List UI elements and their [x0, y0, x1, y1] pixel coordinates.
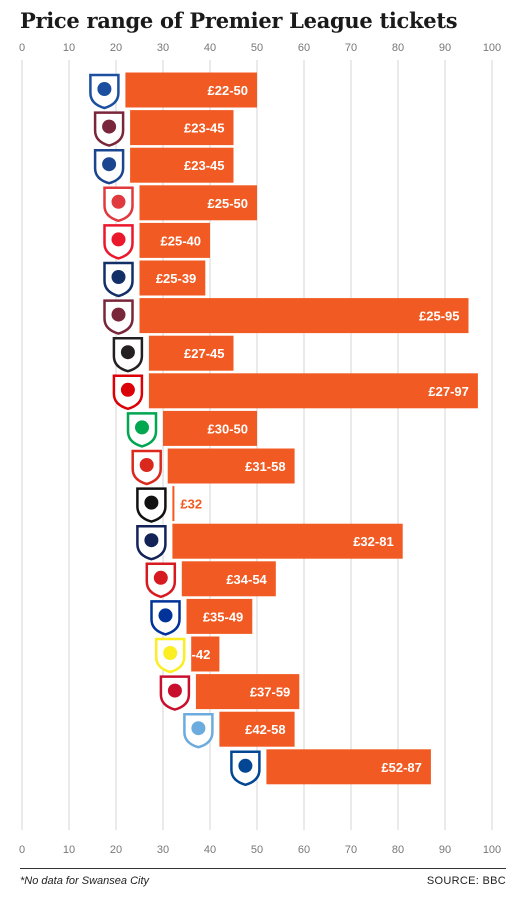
x-tick-label: 40 — [204, 42, 216, 54]
stoke-city-crest-icon — [103, 186, 134, 223]
price-range-bar — [172, 523, 403, 559]
price-range-bar — [163, 410, 257, 446]
watford-crest-icon — [154, 637, 186, 674]
x-tick-label: 20 — [110, 42, 122, 54]
bar-series: £22-50 £23-45 £23-45 £25-50 £25-40 £25-39 £25-… — [125, 72, 478, 785]
price-range-bar — [191, 636, 220, 672]
price-range-bar — [266, 749, 431, 785]
bar-value-label: £25-39 — [156, 271, 196, 286]
x-tick-label: 40 — [204, 844, 216, 856]
x-tick-label: 50 — [251, 844, 263, 856]
bar-value-label: £25-40 — [161, 233, 201, 248]
price-range-bar — [172, 486, 175, 522]
price-range-bar — [139, 298, 469, 334]
x-tick-label: 60 — [298, 844, 310, 856]
aston-villa-crest-icon — [93, 111, 125, 147]
source-credit: SOURCE: BBC — [426, 875, 506, 887]
arsenal-crest-icon — [112, 374, 144, 411]
southampton-crest-icon — [145, 562, 177, 599]
x-tick-label: 30 — [157, 42, 169, 54]
bournemouth-crest-icon — [136, 487, 167, 523]
bar-value-label: £31-58 — [245, 459, 285, 474]
price-range-bar — [130, 147, 234, 183]
bar-value-label: £23-45 — [184, 158, 224, 173]
x-tick-label: 0 — [19, 844, 25, 856]
bar-value-label: £22-50 — [208, 83, 248, 98]
sunderland-crest-icon — [103, 224, 134, 260]
bar-value-label: £42-58 — [245, 722, 285, 737]
price-range-bar — [186, 598, 253, 634]
liverpool-crest-icon — [159, 675, 191, 711]
price-range-bar — [167, 448, 295, 484]
bar-value-label: £34-54 — [226, 572, 267, 587]
norwich-city-crest-icon — [126, 412, 158, 448]
bar-value-label: £52-87 — [381, 760, 421, 775]
x-tick-label: 20 — [110, 844, 122, 856]
x-tick-label: 70 — [345, 844, 357, 856]
x-tick-label: 80 — [392, 844, 404, 856]
manchester-united-crest-icon — [131, 449, 162, 486]
bar-value-label: £35-49 — [203, 609, 243, 624]
west-bromwich-albion-crest-icon — [103, 261, 134, 298]
x-tick-label: 80 — [392, 42, 404, 54]
everton-crest-icon — [150, 600, 181, 636]
x-tick-label: 100 — [483, 844, 501, 856]
x-axis-bottom: 0 10 20 30 40 50 60 70 80 90 100 — [19, 844, 501, 856]
x-tick-label: 50 — [251, 42, 263, 54]
x-tick-label: 100 — [483, 42, 501, 54]
x-tick-label: 90 — [439, 42, 451, 54]
newcastle-united-crest-icon — [112, 336, 144, 373]
x-axis-top: 0 10 20 30 40 50 60 70 80 90 100 — [19, 42, 501, 54]
tottenham-hotspur-crest-icon — [136, 524, 167, 561]
price-range-bar — [219, 711, 295, 747]
chart-title: Price range of Premier League tickets — [20, 8, 458, 33]
chart-area: 0 10 20 30 40 50 60 70 80 90 100 0 10 20 30 40 50 60 70 80… — [19, 42, 501, 856]
leicester-city-crest-icon — [89, 73, 120, 110]
price-range-bar — [130, 110, 234, 146]
bar-value-label: £27-45 — [184, 346, 224, 361]
bar-value-label: £32 — [180, 497, 202, 512]
x-tick-label: 10 — [63, 844, 75, 856]
bar-value-label: £32-81 — [353, 534, 393, 549]
team-crests — [89, 73, 261, 787]
manchester-city-crest-icon — [183, 712, 214, 749]
x-tick-label: 30 — [157, 844, 169, 856]
price-range-bar — [148, 335, 234, 371]
west-ham-united-crest-icon — [103, 299, 134, 335]
bar-value-label: £25-95 — [419, 309, 459, 324]
x-tick-label: 90 — [439, 844, 451, 856]
bar-value-label: £30-50 — [208, 421, 248, 436]
price-range-bar — [139, 260, 206, 296]
x-tick-label: 60 — [298, 42, 310, 54]
price-range-bar — [195, 674, 300, 710]
bar-value-label: £23-45 — [184, 121, 224, 136]
bar-value-label: £25-50 — [208, 196, 248, 211]
price-range-bar — [139, 185, 257, 221]
footer-divider — [20, 868, 506, 869]
price-range-bar — [148, 373, 478, 409]
footnote: *No data for Swansea City — [20, 875, 150, 887]
x-tick-label: 10 — [63, 42, 75, 54]
bar-value-label: £27-97 — [428, 384, 468, 399]
x-tick-label: 70 — [345, 42, 357, 54]
price-range-bar — [181, 561, 276, 597]
x-tick-label: 0 — [19, 42, 25, 54]
price-range-bar — [125, 72, 258, 108]
chelsea-crest-icon — [230, 750, 261, 787]
crystal-palace-crest-icon — [93, 148, 125, 185]
price-range-bar — [139, 222, 210, 258]
bar-value-label: £37-59 — [250, 685, 290, 700]
